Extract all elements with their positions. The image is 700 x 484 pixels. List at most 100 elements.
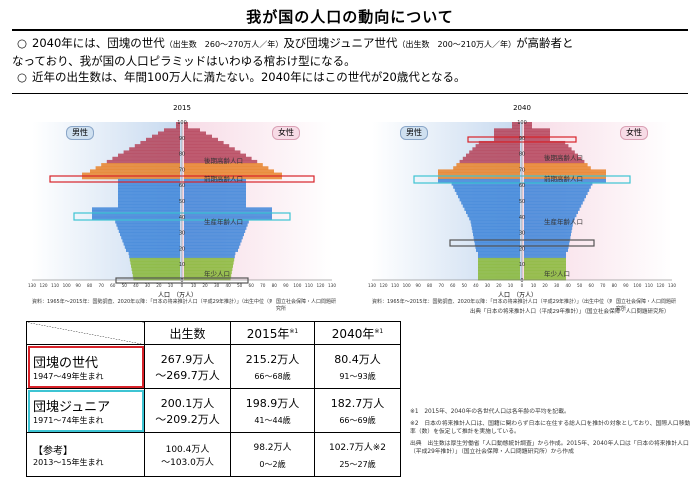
row-name: 団塊の世代 [33,355,99,371]
population-tick: 80 [427,283,433,288]
diagonal-corner-cell [26,321,145,345]
row-label-reference: 【参考】 2013～15年生まれ [26,432,145,477]
row-years: 1947～49年生まれ [33,371,104,381]
cell-2040: 182.7万人 66～69歳 [314,388,401,433]
population-tick: 120 [656,283,664,288]
births-from: 200.1万人 [160,396,215,410]
pyramid-2015: 2015 100 90 80 70 60 50 40 30 20 10 0 130 120 110 100 9… [26,100,338,312]
population-tick: 130 [668,283,676,288]
age-tick: 0 [180,278,183,284]
age-tick: 100 [177,120,187,126]
bullet-1-part2: 及び団塊ジュニア世代 [283,36,398,50]
population-tick: 80 [87,283,93,288]
population-tick: 50 [462,283,468,288]
cell-2040: 80.4万人 91～93歳 [314,344,401,389]
title-divider [12,29,688,31]
age-tick: 70 [519,167,525,173]
table-row: 団塊の世代 1947～49年生まれ 267.9万人 ～269.7万人 215.2万人… [26,344,401,389]
age-tick: 40 [519,215,525,221]
population-tick: 70 [99,283,105,288]
label-working-age: 生産年齢人口 [204,218,243,226]
cell-births: 267.9万人 ～269.7万人 [144,344,231,389]
population-tick: 120 [316,283,324,288]
row-years: 2013～15年生まれ [33,457,104,467]
age-2015: 0～2歳 [259,459,286,469]
population-tick: 90 [415,283,421,288]
population-tick: 120 [380,283,388,288]
age-tick: 90 [179,136,185,142]
age-2015: 66～68歳 [254,372,291,381]
row-label-dantai: 団塊の世代 1947～49年生まれ [26,344,145,389]
bullet-1-note1: （出生数 260～270万人／年） [164,40,284,49]
header-2015-label: 2015年 [246,326,290,341]
births-to: ～269.7万人 [155,368,220,382]
population-tick: 100 [63,283,71,288]
age-tick: 20 [519,246,525,252]
table-row: 【参考】 2013～15年生まれ 100.4万人 ～103.0万人 98.2万人 0～… [26,432,401,477]
cell-births: 200.1万人 ～209.2万人 [144,388,231,433]
age-tick: 60 [179,183,185,189]
age-tick: 30 [519,231,525,237]
male-tag: 男性 [400,126,428,140]
age-tick: 100 [517,120,527,126]
bullet-2: ○ 近年の出生数は、年間100万人に満たない。2040年にはこの世代が20歳代と… [12,69,688,85]
population-tick: 70 [260,283,266,288]
population-tick: 40 [225,283,231,288]
header-2015: 2015年※1 [230,321,315,345]
population-tick: 10 [191,283,197,288]
population-tick: 30 [554,283,560,288]
population-tick: 30 [145,283,151,288]
population-tick: 100 [633,283,641,288]
footnotes: ※1 2015年、2040年の各世代人口は各年齢の平均を記載。 ※2 日本の将来… [410,408,695,460]
note-3: 出典 出生数は厚生労働省「人口動態統計調査」から作成。2015年、2040年人口… [410,441,689,455]
population-tick: 50 [577,283,583,288]
data-source-note: 資料：1965年～2015年：国勢調査、2020年以降：「日本の将来推計人口（平… [372,299,612,305]
bullet-mark: ○ [16,36,28,50]
male-tag: 男性 [66,126,94,140]
pop-2015: 198.9万人 [245,397,300,410]
population-tick: 0 [181,283,184,288]
cell-2015: 215.2万人 66～68歳 [230,344,315,389]
population-tick: 60 [249,283,255,288]
cell-2015: 98.2万人 0～2歳 [230,432,315,477]
population-tick: 60 [110,283,116,288]
population-tick: 40 [473,283,479,288]
age-tick: 80 [179,152,185,158]
population-tick: 70 [600,283,606,288]
population-tick: 40 [565,283,571,288]
population-tick: 20 [496,283,502,288]
age-tick: 70 [179,167,185,173]
age-tick: 20 [179,246,185,252]
header-births: 出生数 [144,321,231,345]
header-2040-label: 2040年 [331,326,375,341]
pop-2040-note: ※2 [372,442,387,453]
row-name: 団塊ジュニア [33,399,111,415]
population-tick: 30 [214,283,220,288]
header-2015-note: ※1 [289,327,299,335]
row-years: 1971～74年生まれ [33,415,104,425]
births-from: 267.9万人 [160,352,215,366]
population-tick: 70 [439,283,445,288]
bullet-2-text: 近年の出生数は、年間100万人に満たない。2040年にはこの世代が20歳代となる… [32,70,466,84]
note-1: ※1 2015年、2040年の各世代人口は各年齢の平均を記載。 [410,409,570,415]
age-tick: 0 [520,278,523,284]
population-tick: 130 [28,283,36,288]
bullet-1-note2: （出生数 200～210万人／年） [397,40,517,49]
population-tick: 110 [391,283,399,288]
summary-bullets: ○ 2040年には、団塊の世代（出生数 260～270万人／年）及び団塊ジュニア… [12,35,688,85]
pop-2015: 98.2万人 [253,442,292,453]
population-tick: 130 [328,283,336,288]
population-tick: 20 [202,283,208,288]
label-young: 年少人口 [204,270,230,278]
age-2040: 91～93歳 [339,372,376,381]
births-to: ～103.0万人 [161,457,214,468]
population-tick: 10 [508,283,514,288]
pop-2040: 182.7万人 [330,397,385,410]
generation-table: 出生数 2015年※1 2040年 ※1 団塊の世代 1947～49年生まれ 267… [26,321,401,477]
pop-2040: 80.4万人 [334,353,381,366]
label-early-elderly: 前期高齢人口 [544,175,583,183]
births-from: 100.4万人 [165,444,210,455]
table-row: 団塊ジュニア 1971～74年生まれ 200.1万人 ～209.2万人 198.9万… [26,388,401,433]
